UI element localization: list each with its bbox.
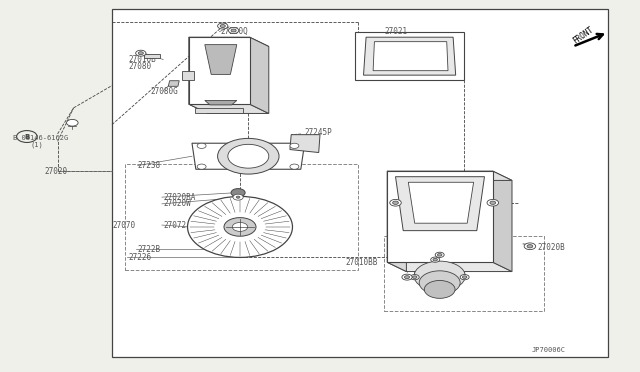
Circle shape — [290, 164, 299, 169]
Polygon shape — [387, 171, 493, 262]
Text: 27238: 27238 — [138, 161, 161, 170]
Circle shape — [232, 222, 248, 231]
Polygon shape — [396, 177, 484, 231]
Circle shape — [228, 28, 239, 33]
Circle shape — [424, 280, 455, 298]
Bar — [355, 32, 464, 80]
Bar — [144, 54, 160, 58]
Polygon shape — [205, 45, 237, 74]
Polygon shape — [387, 171, 406, 272]
Text: JP70006C: JP70006C — [531, 347, 565, 353]
Bar — [125, 164, 358, 270]
Text: 27245P: 27245P — [304, 128, 332, 137]
Text: 27035M: 27035M — [422, 55, 450, 64]
Circle shape — [67, 119, 78, 126]
Circle shape — [231, 189, 245, 197]
Circle shape — [220, 25, 225, 28]
Text: B 08146-6162G: B 08146-6162G — [13, 135, 68, 141]
Circle shape — [138, 52, 143, 55]
Polygon shape — [364, 37, 456, 75]
Circle shape — [462, 276, 467, 278]
Polygon shape — [408, 182, 474, 223]
Text: 27072: 27072 — [163, 221, 186, 230]
Text: 27250Q: 27250Q — [221, 27, 248, 36]
Bar — [384, 236, 544, 311]
Text: 27080G: 27080G — [150, 87, 178, 96]
Polygon shape — [387, 171, 512, 180]
Text: (1): (1) — [31, 142, 44, 148]
Circle shape — [197, 143, 206, 148]
Circle shape — [419, 271, 460, 295]
Text: 2722B: 2722B — [138, 245, 161, 254]
Circle shape — [197, 164, 206, 169]
Circle shape — [136, 50, 146, 56]
Bar — [112, 9, 608, 357]
Text: 27021: 27021 — [384, 27, 407, 36]
Circle shape — [490, 201, 496, 205]
Circle shape — [435, 252, 444, 257]
Text: FRONT: FRONT — [572, 25, 596, 45]
Polygon shape — [189, 37, 269, 46]
Text: 27226: 27226 — [128, 253, 151, 262]
Polygon shape — [415, 272, 465, 280]
Bar — [195, 108, 243, 113]
Circle shape — [524, 243, 536, 250]
Circle shape — [527, 245, 532, 248]
Circle shape — [413, 276, 417, 278]
Circle shape — [402, 274, 412, 280]
Text: 27010BB: 27010BB — [346, 258, 378, 267]
Circle shape — [390, 199, 401, 206]
Circle shape — [487, 199, 499, 206]
Circle shape — [410, 275, 419, 280]
Circle shape — [231, 29, 236, 32]
Text: 27020W: 27020W — [163, 199, 191, 208]
Text: 27080: 27080 — [128, 62, 151, 71]
Bar — [182, 71, 194, 80]
Circle shape — [224, 218, 256, 236]
Polygon shape — [387, 262, 512, 272]
Text: 27020: 27020 — [45, 167, 68, 176]
Circle shape — [393, 201, 398, 205]
Polygon shape — [168, 81, 179, 86]
Polygon shape — [189, 37, 250, 104]
Polygon shape — [250, 37, 269, 113]
Text: B: B — [24, 134, 29, 140]
Polygon shape — [189, 37, 208, 113]
Circle shape — [460, 275, 469, 280]
Circle shape — [233, 194, 243, 200]
Circle shape — [188, 196, 292, 257]
Text: 27010B: 27010B — [128, 55, 156, 64]
Text: 27020BA: 27020BA — [163, 193, 196, 202]
Text: 27010BA: 27010BA — [435, 202, 468, 211]
Circle shape — [438, 254, 442, 256]
Text: 27020B: 27020B — [538, 243, 565, 252]
Polygon shape — [192, 143, 305, 169]
Circle shape — [218, 23, 228, 29]
Polygon shape — [205, 100, 237, 105]
Text: 27070: 27070 — [112, 221, 135, 230]
Polygon shape — [493, 171, 512, 272]
Circle shape — [414, 261, 465, 291]
Polygon shape — [373, 42, 448, 71]
Circle shape — [431, 257, 440, 262]
Circle shape — [404, 276, 410, 279]
Polygon shape — [189, 104, 269, 113]
Circle shape — [433, 258, 438, 261]
Circle shape — [218, 138, 279, 174]
Circle shape — [228, 144, 269, 168]
Circle shape — [290, 143, 299, 148]
Circle shape — [236, 196, 240, 198]
Polygon shape — [290, 135, 320, 153]
